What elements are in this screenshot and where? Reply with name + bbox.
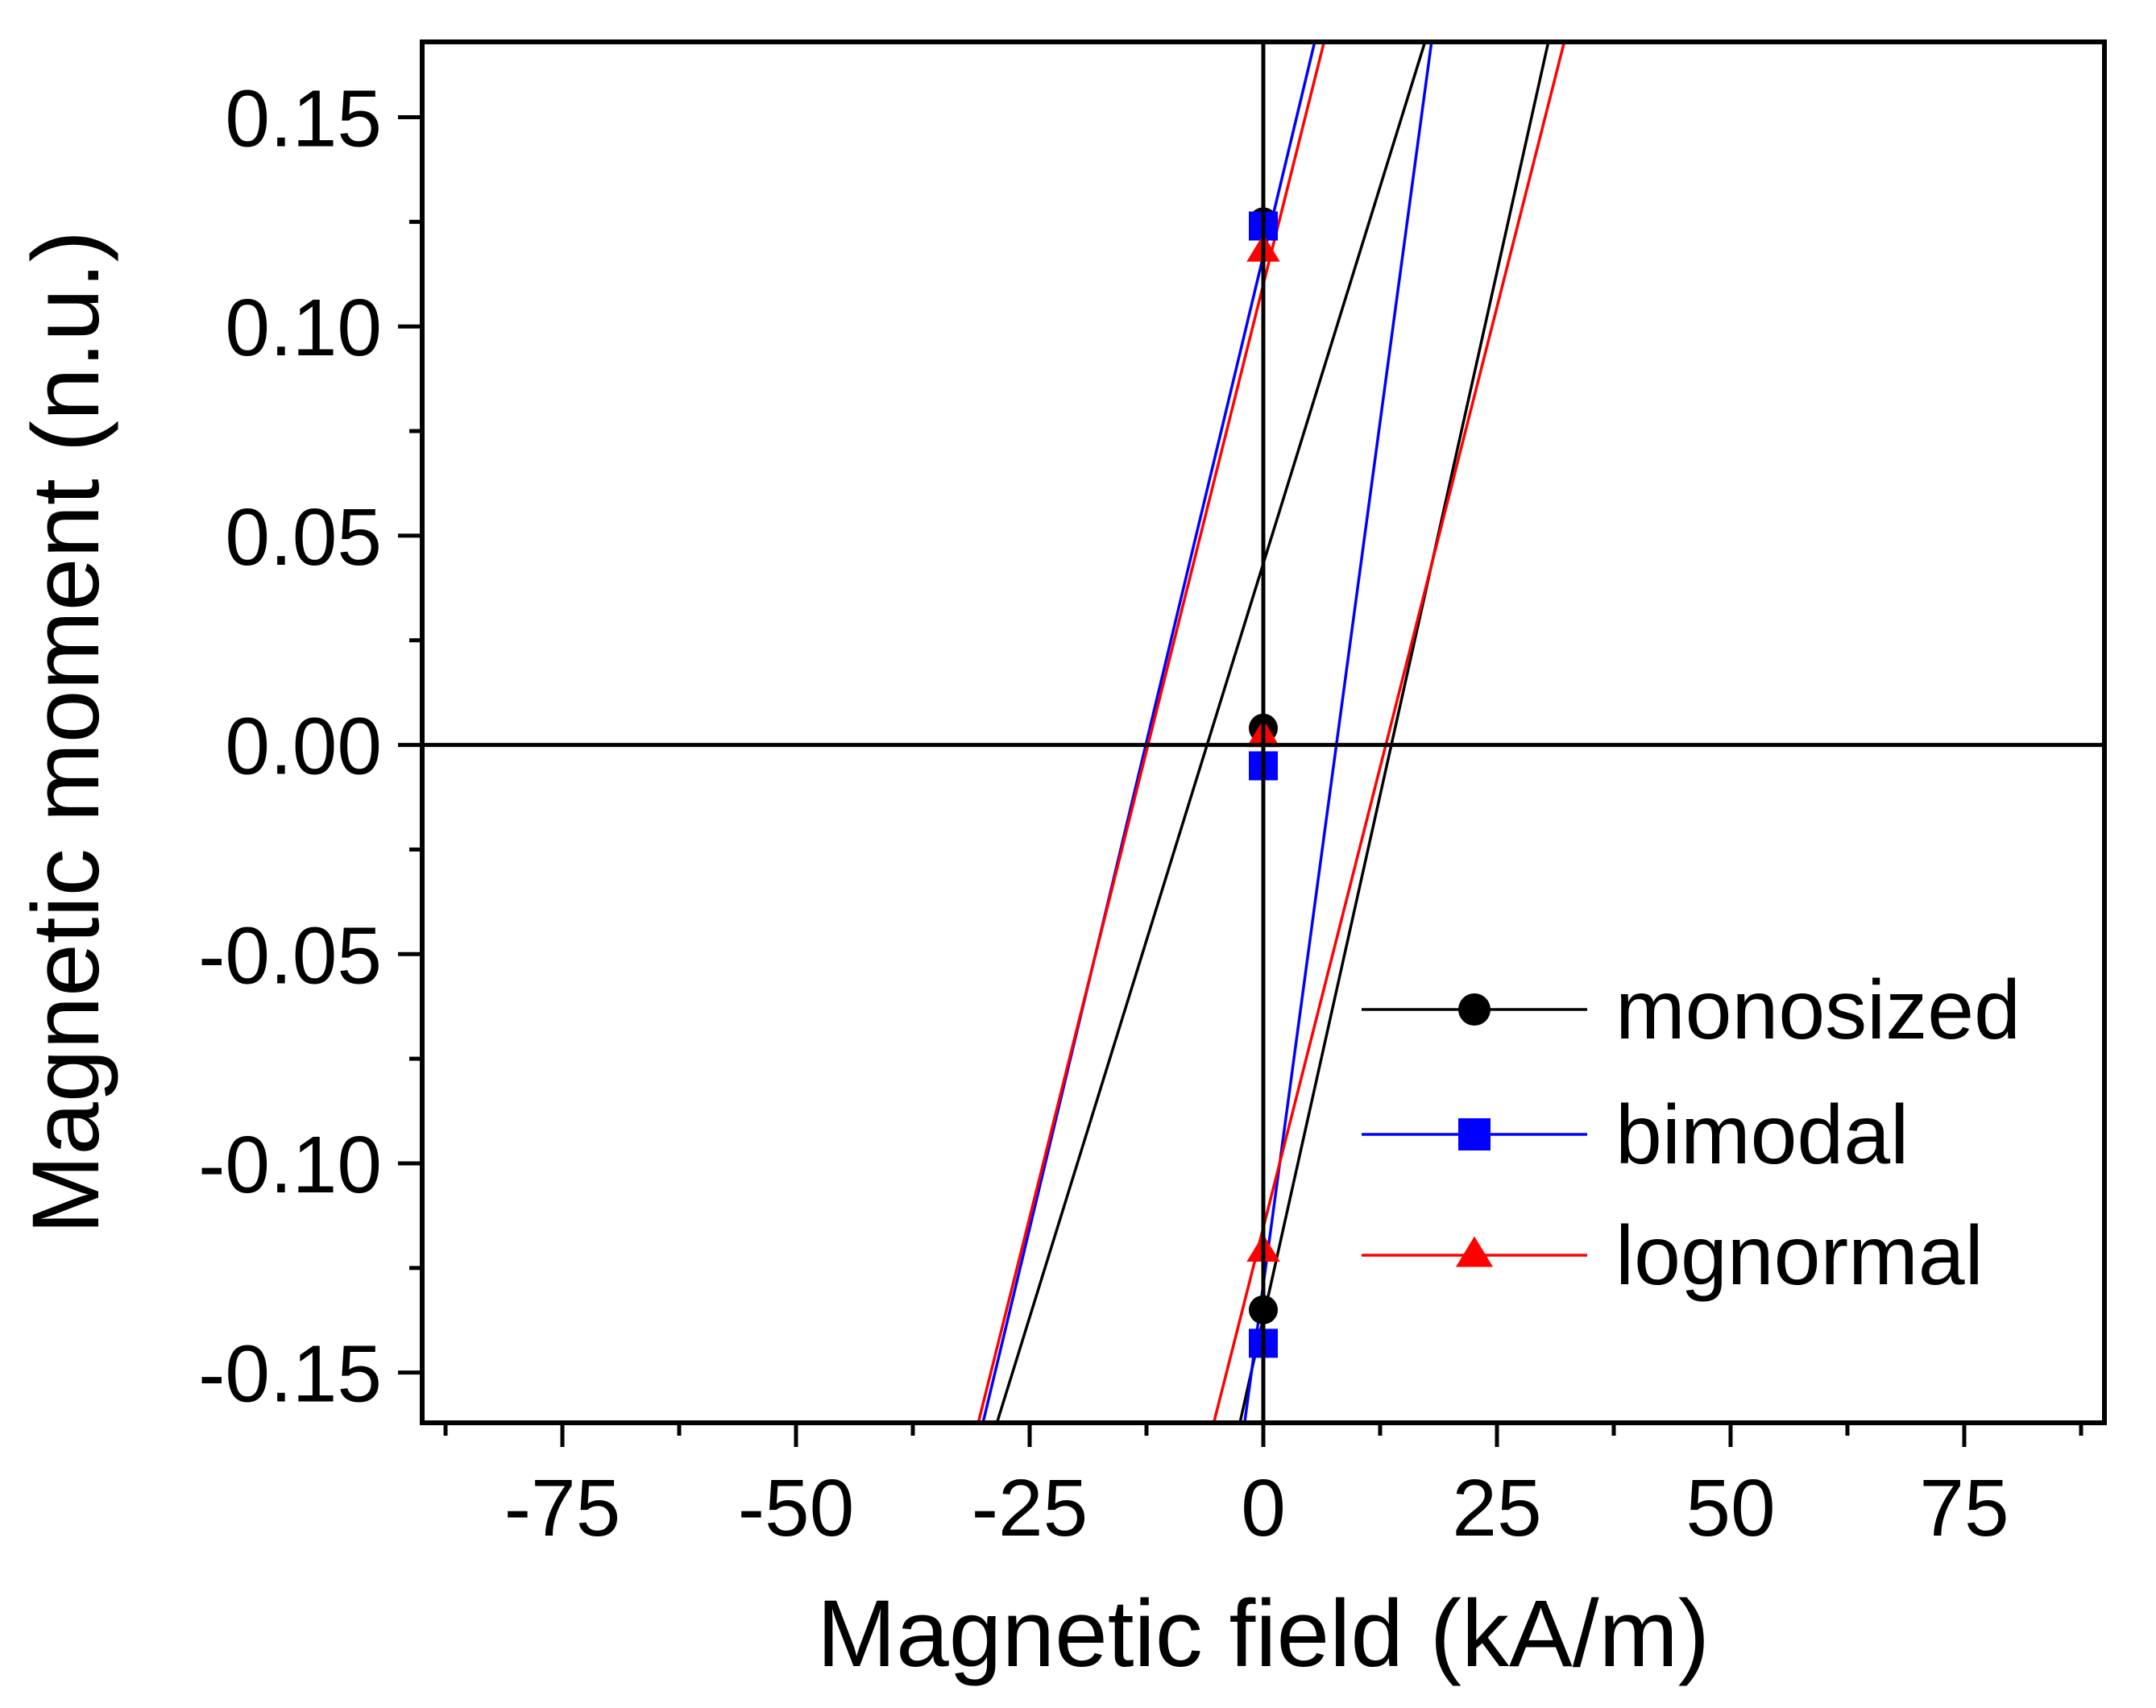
x-tick-label: 50: [1685, 1463, 1775, 1553]
lognormal-curve-2: [1212, 42, 1566, 1423]
x-tick-label: 0: [1241, 1463, 1286, 1553]
y-tick-label: 0.10: [225, 283, 382, 373]
x-tick-label: 25: [1452, 1463, 1541, 1553]
legend-marker-bimodal: [1458, 1118, 1491, 1150]
legend-marker-lognormal: [1456, 1236, 1493, 1267]
legend-label-bimodal: bimodal: [1615, 1088, 1909, 1182]
y-axis-title: Magnetic moment (n.u.): [13, 230, 119, 1234]
y-tick-label: 0.05: [225, 492, 382, 582]
y-tick-label: -0.15: [198, 1329, 382, 1420]
legend-item-monosized: monosized: [1362, 964, 2021, 1057]
x-tick-label: -25: [972, 1463, 1088, 1553]
lognormal-curve-1: [976, 42, 1326, 1423]
bimodal-curve-1: [981, 42, 1316, 1423]
legend-label-monosized: monosized: [1615, 964, 2021, 1057]
legend-marker-monosized: [1458, 993, 1491, 1026]
legend-label-lognormal: lognormal: [1615, 1209, 1984, 1303]
x-axis: -75 -50 -25 0 25 50 75: [443, 1423, 2083, 1553]
legend-item-bimodal: bimodal: [1362, 1088, 1909, 1182]
zero-lines: [422, 42, 2104, 1423]
bimodal-curve-2: [1243, 42, 1433, 1423]
y-tick-label: -0.05: [198, 910, 382, 1001]
y-axis: -0.15 -0.10 -0.05 0.00 0.05 0.10 0.15: [198, 73, 422, 1420]
x-tick-label: -50: [738, 1463, 855, 1553]
monosized-curve-1: [995, 42, 1427, 1423]
monosized-curve-2: [1238, 42, 1550, 1423]
x-tick-label: 75: [1919, 1463, 2009, 1553]
y-tick-label: 0.15: [225, 73, 382, 164]
plot-content: [976, 42, 1566, 1423]
legend: monosized bimodal lognormal: [1362, 964, 2021, 1303]
y-tick-label: 0.00: [225, 702, 382, 792]
legend-item-lognormal: lognormal: [1362, 1209, 1984, 1303]
y-tick-label: -0.10: [198, 1120, 382, 1210]
x-tick-label: -75: [504, 1463, 621, 1553]
x-axis-title: Magnetic field (kA/m): [817, 1581, 1710, 1687]
